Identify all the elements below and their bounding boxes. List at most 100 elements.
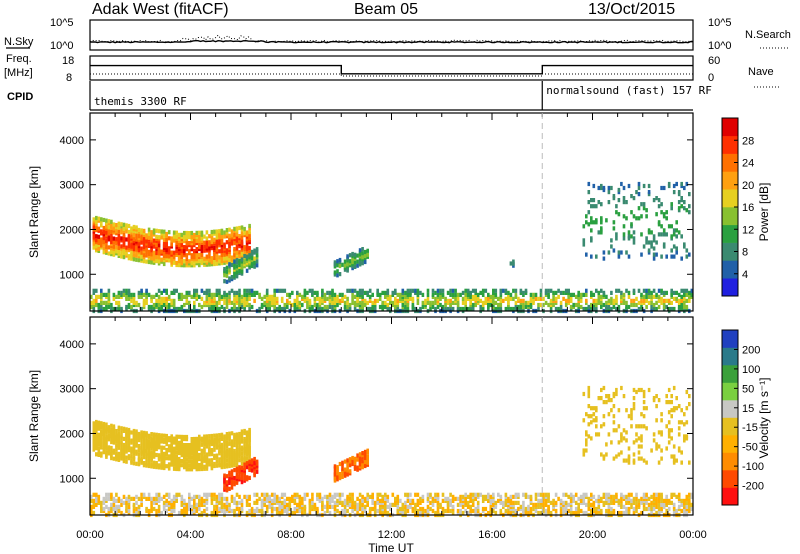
heatmap-cell [245,502,249,507]
heatmap-cell [328,492,332,497]
heatmap-cell [200,510,204,516]
heatmap-cell [152,432,156,437]
heatmap-cell [273,492,276,497]
heatmap-cell [554,508,558,514]
heatmap-cell [233,432,236,437]
heatmap-cell [140,430,143,435]
heatmap-cell [431,496,435,501]
heatmap-cell [180,292,184,297]
heatmap-cell [512,500,515,505]
heatmap-cell [585,438,588,443]
heatmap-cell [127,238,131,243]
heatmap-cell [233,449,236,454]
heatmap-cell [137,462,141,467]
heatmap-cell [147,492,151,497]
heatmap-cell [338,298,342,303]
heatmap-cell [622,394,626,399]
heatmap-cell [366,448,369,453]
heatmap-cell [562,500,565,505]
heatmap-cell [632,406,636,411]
heatmap-cell [585,298,588,303]
heatmap-cell [296,298,299,303]
heatmap-cell [652,302,656,308]
heatmap-cell [117,221,121,226]
heatmap-cell [230,300,234,305]
heatmap-cell [396,298,400,303]
heatmap-cell [120,244,123,249]
heatmap-cell [188,506,191,512]
heatmap-cell [218,306,221,312]
heatmap-cell [275,306,279,312]
heatmap-cell [504,288,508,293]
heatmap-cell [311,304,314,310]
heatmap-cell [675,406,678,411]
heatmap-cell [177,292,181,297]
heatmap-cell [331,288,334,293]
heatmap-cell [499,508,503,514]
heatmap-cell [165,492,168,497]
heatmap-cell [215,300,219,305]
heatmap-cell [205,492,209,497]
heatmap-cell [675,246,678,251]
heatmap-cell [137,510,141,516]
heatmap-cell [243,231,246,236]
heatmap-cell [233,226,236,231]
heatmap-cell [688,294,691,299]
heatmap-cell [293,492,297,497]
heatmap-cell [175,260,178,266]
sky-right-tick-bottom: 10^0 [708,40,732,52]
heatmap-cell [100,500,103,505]
heatmap-cell [150,436,153,441]
heatmap-cell [253,256,256,261]
heatmap-cell [683,304,686,310]
heatmap-cell [185,261,189,266]
heatmap-cell [592,418,596,423]
heatmap-cell [245,510,249,516]
heatmap-cell [645,492,648,497]
heatmap-cell [318,498,322,503]
heatmap-cell [512,494,515,499]
heatmap-cell [351,461,354,467]
heatmap-cell [135,506,138,512]
heatmap-cell [105,238,108,243]
heatmap-cell [554,296,558,301]
heatmap-cell [348,306,352,312]
heatmap-cell [110,219,113,224]
heatmap-cell [607,250,611,255]
heatmap-cell [627,254,631,259]
heatmap-cell [597,504,601,509]
heatmap-cell [190,261,194,266]
heatmap-cell [366,300,369,305]
heatmap-cell [180,508,184,514]
heatmap-cell [125,500,128,505]
heatmap-cell [622,292,626,297]
heatmap-cell [102,225,106,231]
heatmap-cell [672,444,676,449]
heatmap-cell [650,244,653,249]
heatmap-cell [610,185,613,191]
heatmap-cell [660,202,663,207]
heatmap-cell [152,438,156,443]
heatmap-cell [110,427,113,432]
heatmap-cell [328,290,332,295]
heatmap-cell [645,460,648,465]
heatmap-cell [522,302,525,308]
heatmap-cell [610,290,613,295]
heatmap-cell [353,288,357,293]
heatmap-cell [489,500,493,505]
heatmap-cell [245,430,249,435]
nsearch-label: N.Search [745,29,791,41]
sky-panel: N.Sky 10^5 10^0 10^5 10^0 N.Search [4,17,791,52]
heatmap-cell [384,290,387,295]
heatmap-cell [248,235,251,241]
heatmap-cell [258,496,261,501]
heatmap-cell [218,461,221,466]
heatmap-cell [205,230,209,235]
heatmap-cell [688,252,691,257]
heatmap-cell [185,506,189,512]
heatmap-cell [494,292,498,297]
heatmap-cell [210,458,214,463]
heatmap-cell [662,302,666,308]
heatmap-cell [675,296,678,301]
heatmap-cell [160,433,163,438]
